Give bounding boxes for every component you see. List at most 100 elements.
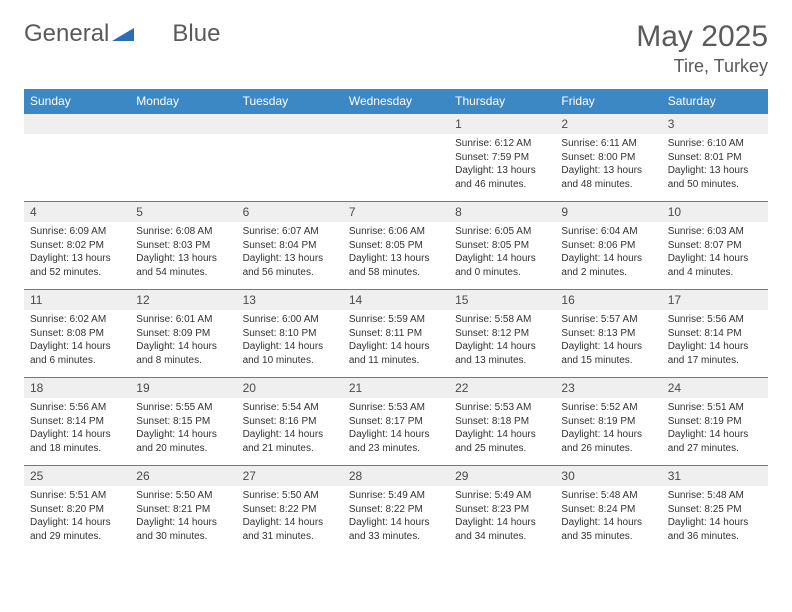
sunrise-line: Sunrise: 6:03 AM (668, 225, 762, 239)
sunrise-line: Sunrise: 6:11 AM (561, 137, 655, 151)
sunset-line: Sunset: 8:21 PM (136, 503, 230, 517)
calendar-cell: 8Sunrise: 6:05 AMSunset: 8:05 PMDaylight… (449, 202, 555, 290)
calendar-cell: 4Sunrise: 6:09 AMSunset: 8:02 PMDaylight… (24, 202, 130, 290)
daylight-line: Daylight: 14 hours and 34 minutes. (455, 516, 549, 543)
calendar-head: SundayMondayTuesdayWednesdayThursdayFrid… (24, 89, 768, 114)
day-number: 12 (130, 290, 236, 310)
sunrise-line: Sunrise: 5:53 AM (349, 401, 443, 415)
sunrise-line: Sunrise: 5:54 AM (243, 401, 337, 415)
sunrise-line: Sunrise: 5:50 AM (136, 489, 230, 503)
day-details: Sunrise: 6:03 AMSunset: 8:07 PMDaylight:… (662, 222, 768, 283)
calendar-cell: 2Sunrise: 6:11 AMSunset: 8:00 PMDaylight… (555, 114, 661, 202)
day-details: Sunrise: 5:56 AMSunset: 8:14 PMDaylight:… (662, 310, 768, 371)
calendar-table: SundayMondayTuesdayWednesdayThursdayFrid… (24, 89, 768, 554)
calendar-cell: 5Sunrise: 6:08 AMSunset: 8:03 PMDaylight… (130, 202, 236, 290)
daylight-line: Daylight: 13 hours and 56 minutes. (243, 252, 337, 279)
page-subtitle: Tire, Turkey (636, 56, 768, 77)
day-details: Sunrise: 6:12 AMSunset: 7:59 PMDaylight:… (449, 134, 555, 195)
daylight-line: Daylight: 14 hours and 31 minutes. (243, 516, 337, 543)
day-details: Sunrise: 6:01 AMSunset: 8:09 PMDaylight:… (130, 310, 236, 371)
sunrise-line: Sunrise: 6:02 AM (30, 313, 124, 327)
day-details: Sunrise: 5:50 AMSunset: 8:22 PMDaylight:… (237, 486, 343, 547)
daylight-line: Daylight: 13 hours and 58 minutes. (349, 252, 443, 279)
sunset-line: Sunset: 7:59 PM (455, 151, 549, 165)
sunset-line: Sunset: 8:12 PM (455, 327, 549, 341)
daylight-line: Daylight: 14 hours and 36 minutes. (668, 516, 762, 543)
sunrise-line: Sunrise: 6:08 AM (136, 225, 230, 239)
sunset-line: Sunset: 8:13 PM (561, 327, 655, 341)
day-details: Sunrise: 6:06 AMSunset: 8:05 PMDaylight:… (343, 222, 449, 283)
sunrise-line: Sunrise: 5:56 AM (30, 401, 124, 415)
day-details: Sunrise: 6:05 AMSunset: 8:05 PMDaylight:… (449, 222, 555, 283)
day-details: Sunrise: 6:07 AMSunset: 8:04 PMDaylight:… (237, 222, 343, 283)
sunset-line: Sunset: 8:14 PM (668, 327, 762, 341)
weekday-header: Sunday (24, 89, 130, 114)
day-details: Sunrise: 6:09 AMSunset: 8:02 PMDaylight:… (24, 222, 130, 283)
calendar-cell: 17Sunrise: 5:56 AMSunset: 8:14 PMDayligh… (662, 290, 768, 378)
sunset-line: Sunset: 8:06 PM (561, 239, 655, 253)
day-number: 1 (449, 114, 555, 134)
sunrise-line: Sunrise: 6:04 AM (561, 225, 655, 239)
daylight-line: Daylight: 13 hours and 46 minutes. (455, 164, 549, 191)
day-details: Sunrise: 6:02 AMSunset: 8:08 PMDaylight:… (24, 310, 130, 371)
day-number: 6 (237, 202, 343, 222)
sunrise-line: Sunrise: 6:09 AM (30, 225, 124, 239)
sunrise-line: Sunrise: 6:12 AM (455, 137, 549, 151)
calendar-cell: 23Sunrise: 5:52 AMSunset: 8:19 PMDayligh… (555, 378, 661, 466)
day-details: Sunrise: 6:10 AMSunset: 8:01 PMDaylight:… (662, 134, 768, 195)
sunrise-line: Sunrise: 5:50 AM (243, 489, 337, 503)
sunrise-line: Sunrise: 6:05 AM (455, 225, 549, 239)
sunrise-line: Sunrise: 6:07 AM (243, 225, 337, 239)
sunrise-line: Sunrise: 6:00 AM (243, 313, 337, 327)
day-number: 3 (662, 114, 768, 134)
daylight-line: Daylight: 14 hours and 17 minutes. (668, 340, 762, 367)
day-details: Sunrise: 5:49 AMSunset: 8:22 PMDaylight:… (343, 486, 449, 547)
logo-text-2: Blue (172, 20, 220, 47)
sunset-line: Sunset: 8:09 PM (136, 327, 230, 341)
calendar-cell: 22Sunrise: 5:53 AMSunset: 8:18 PMDayligh… (449, 378, 555, 466)
day-number: 5 (130, 202, 236, 222)
logo: GeneralBlue (24, 20, 220, 48)
sunset-line: Sunset: 8:17 PM (349, 415, 443, 429)
day-number: 23 (555, 378, 661, 398)
day-details: Sunrise: 5:59 AMSunset: 8:11 PMDaylight:… (343, 310, 449, 371)
sunrise-line: Sunrise: 5:58 AM (455, 313, 549, 327)
sunrise-line: Sunrise: 5:55 AM (136, 401, 230, 415)
day-details: Sunrise: 6:04 AMSunset: 8:06 PMDaylight:… (555, 222, 661, 283)
day-details (130, 134, 236, 192)
sunset-line: Sunset: 8:04 PM (243, 239, 337, 253)
calendar-cell: 7Sunrise: 6:06 AMSunset: 8:05 PMDaylight… (343, 202, 449, 290)
calendar-cell (130, 114, 236, 202)
calendar-cell: 15Sunrise: 5:58 AMSunset: 8:12 PMDayligh… (449, 290, 555, 378)
daylight-line: Daylight: 14 hours and 35 minutes. (561, 516, 655, 543)
sunset-line: Sunset: 8:11 PM (349, 327, 443, 341)
sunrise-line: Sunrise: 5:57 AM (561, 313, 655, 327)
day-details: Sunrise: 5:49 AMSunset: 8:23 PMDaylight:… (449, 486, 555, 547)
day-details: Sunrise: 5:53 AMSunset: 8:18 PMDaylight:… (449, 398, 555, 459)
calendar-cell: 16Sunrise: 5:57 AMSunset: 8:13 PMDayligh… (555, 290, 661, 378)
day-number: 19 (130, 378, 236, 398)
sunset-line: Sunset: 8:07 PM (668, 239, 762, 253)
sunrise-line: Sunrise: 5:49 AM (349, 489, 443, 503)
daylight-line: Daylight: 14 hours and 4 minutes. (668, 252, 762, 279)
day-number: 17 (662, 290, 768, 310)
sunset-line: Sunset: 8:01 PM (668, 151, 762, 165)
daylight-line: Daylight: 13 hours and 54 minutes. (136, 252, 230, 279)
day-details: Sunrise: 5:48 AMSunset: 8:25 PMDaylight:… (662, 486, 768, 547)
sunrise-line: Sunrise: 6:10 AM (668, 137, 762, 151)
sunset-line: Sunset: 8:22 PM (349, 503, 443, 517)
calendar-cell: 25Sunrise: 5:51 AMSunset: 8:20 PMDayligh… (24, 466, 130, 554)
sunset-line: Sunset: 8:05 PM (349, 239, 443, 253)
daylight-line: Daylight: 13 hours and 52 minutes. (30, 252, 124, 279)
sunrise-line: Sunrise: 5:52 AM (561, 401, 655, 415)
daylight-line: Daylight: 14 hours and 6 minutes. (30, 340, 124, 367)
daylight-line: Daylight: 14 hours and 8 minutes. (136, 340, 230, 367)
calendar-cell: 27Sunrise: 5:50 AMSunset: 8:22 PMDayligh… (237, 466, 343, 554)
calendar-cell: 18Sunrise: 5:56 AMSunset: 8:14 PMDayligh… (24, 378, 130, 466)
day-number: 25 (24, 466, 130, 486)
day-number: 11 (24, 290, 130, 310)
day-number: 15 (449, 290, 555, 310)
weekday-header: Friday (555, 89, 661, 114)
day-details: Sunrise: 5:58 AMSunset: 8:12 PMDaylight:… (449, 310, 555, 371)
logo-triangle-icon (112, 20, 134, 48)
